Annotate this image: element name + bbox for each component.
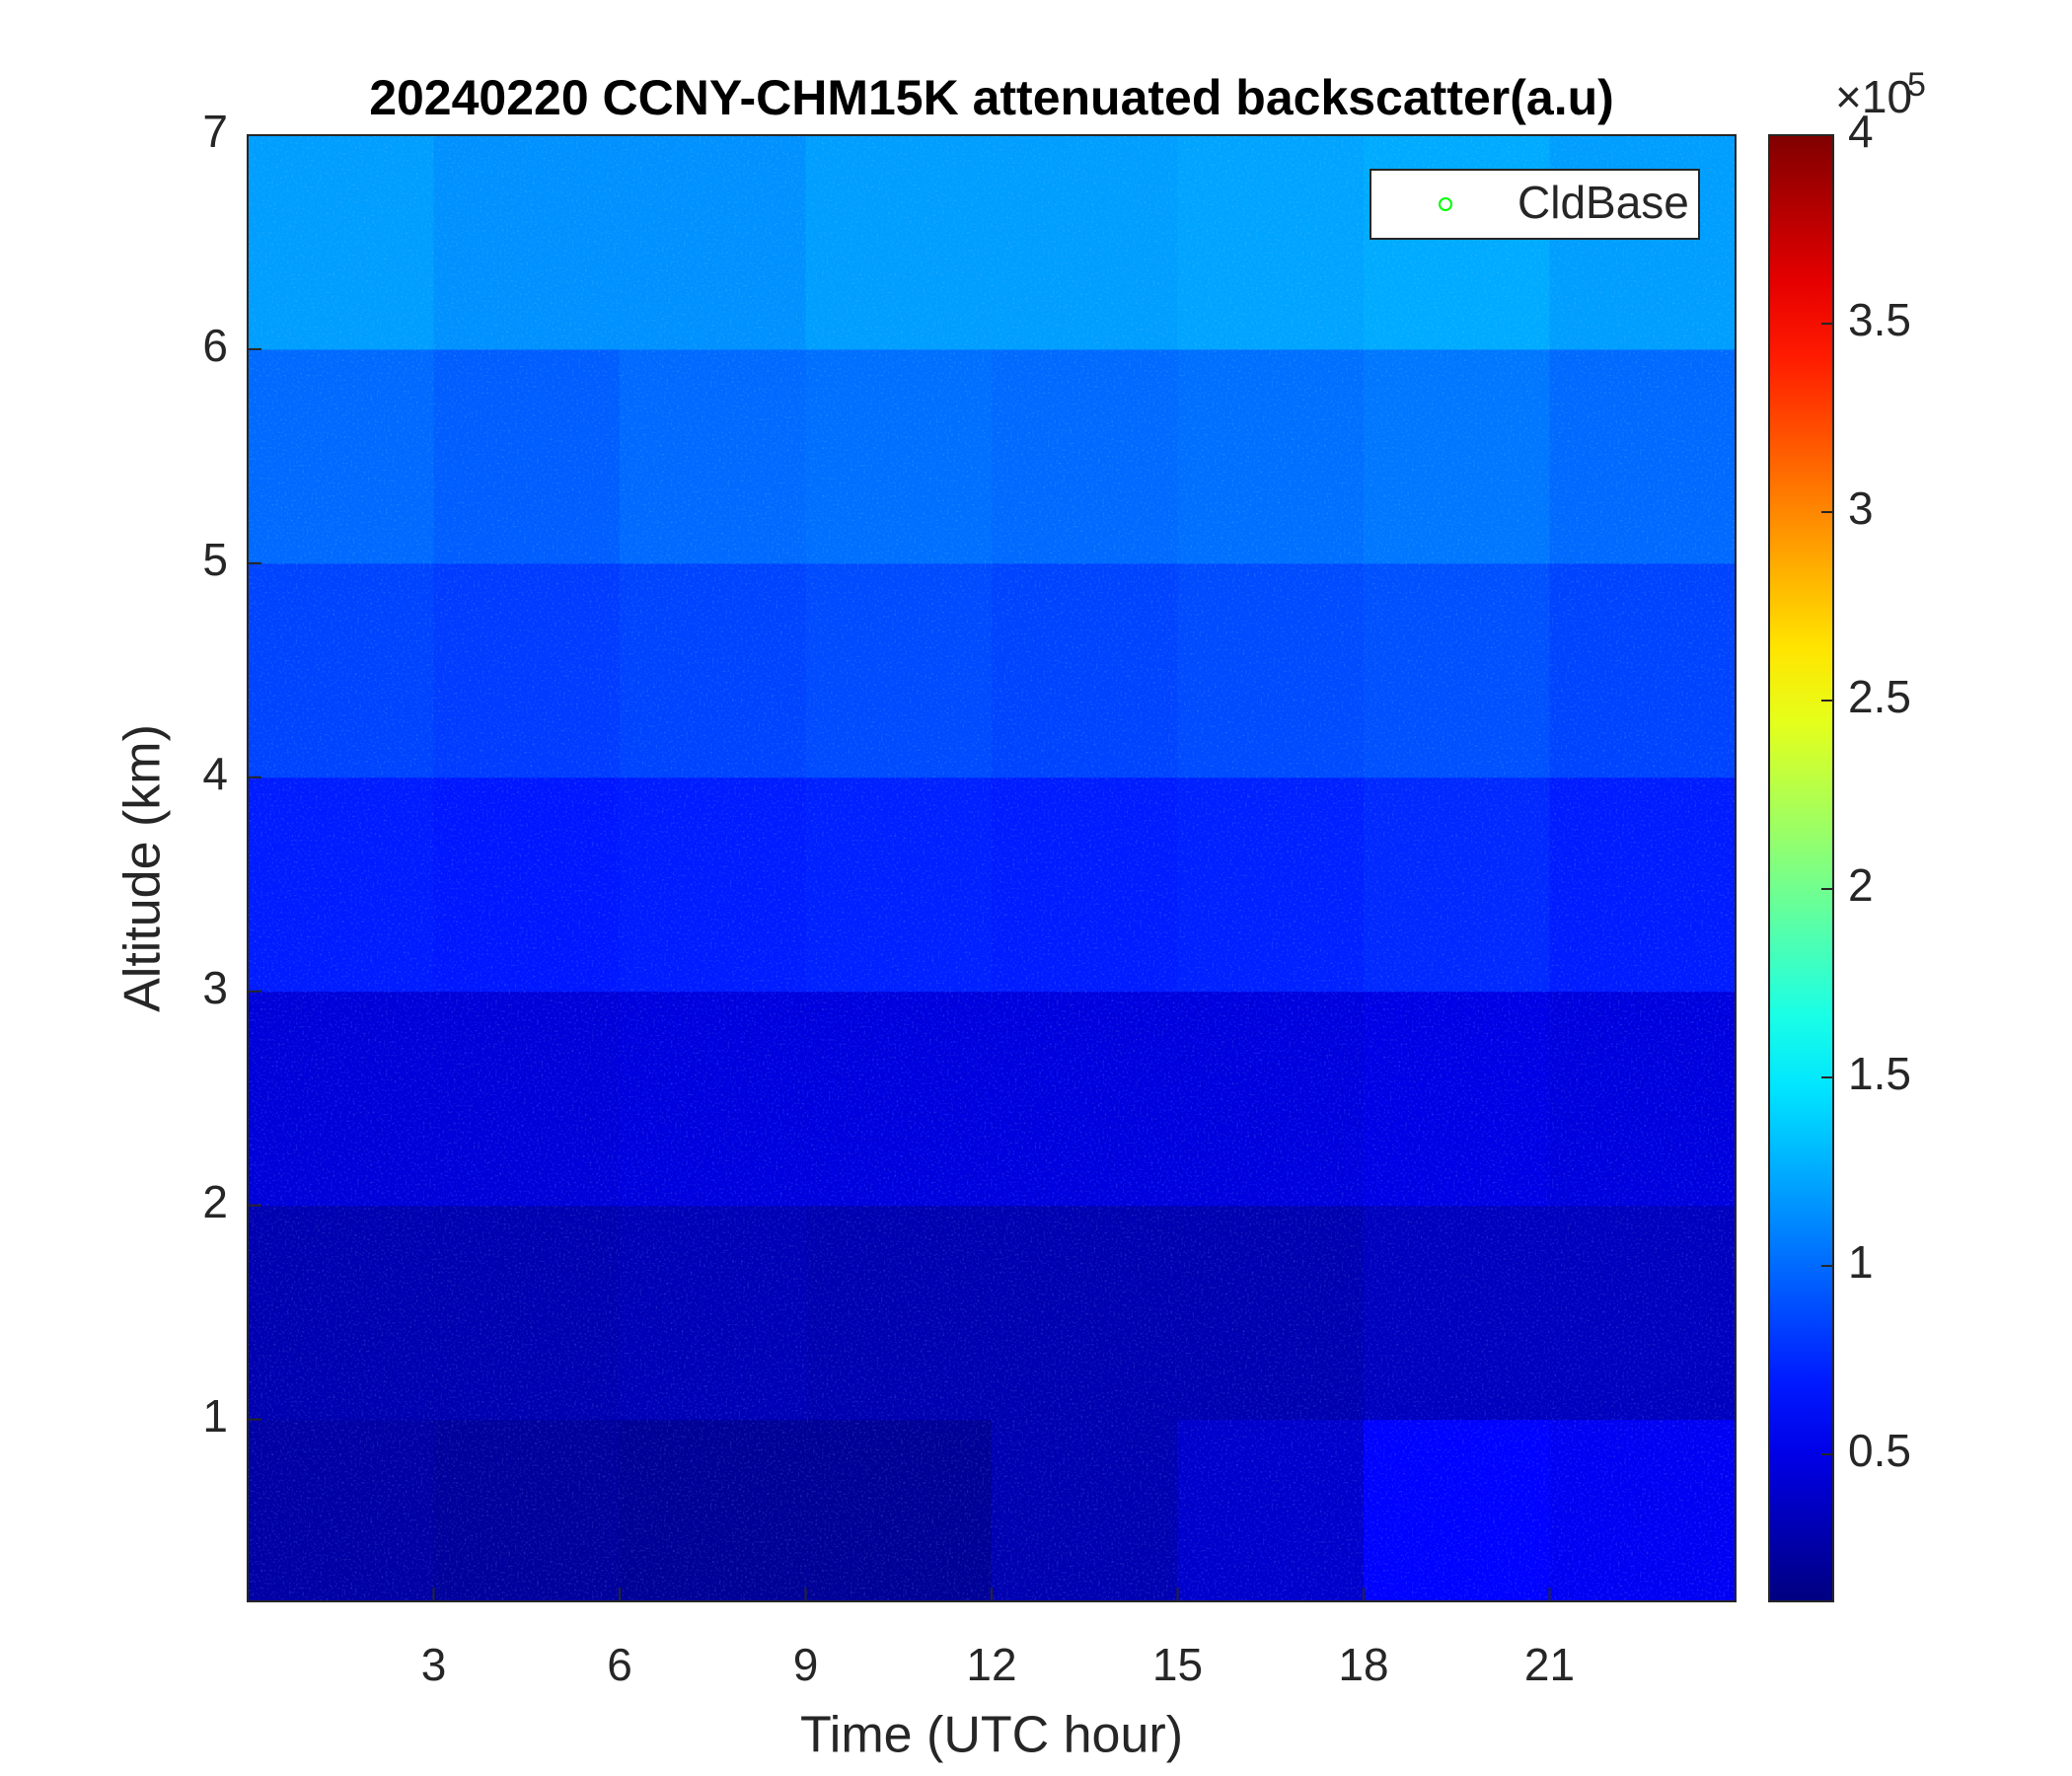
y-tick-label: 2 bbox=[202, 1176, 228, 1227]
colorbar-multiplier: ×10 bbox=[1835, 71, 1912, 122]
y-tick-label: 5 bbox=[202, 534, 228, 585]
colorbar-exponent: 5 bbox=[1907, 66, 1926, 104]
x-tick-label: 21 bbox=[1524, 1639, 1575, 1690]
legend-label: CldBase bbox=[1517, 177, 1689, 228]
colorbar-tick-label: 2.5 bbox=[1848, 671, 1911, 722]
chart-title: 20240220 CCNY-CHM15K attenuated backscat… bbox=[369, 70, 1614, 125]
y-tick-label: 3 bbox=[202, 962, 228, 1013]
legend-marker bbox=[1439, 197, 1452, 211]
legend-box bbox=[1369, 169, 1700, 240]
y-axis-label: Altitude (km) bbox=[114, 724, 172, 1012]
x-tick-label: 12 bbox=[966, 1639, 1016, 1690]
x-tick-label: 6 bbox=[607, 1639, 632, 1690]
x-axis-label: Time (UTC hour) bbox=[800, 1707, 1183, 1764]
colorbar-tick-label: 3.5 bbox=[1848, 294, 1911, 345]
legend: CldBase bbox=[1369, 169, 1700, 240]
colorbar-tick-label: 0.5 bbox=[1848, 1425, 1911, 1476]
x-tick-label: 18 bbox=[1338, 1639, 1388, 1690]
x-tick-label: 15 bbox=[1152, 1639, 1203, 1690]
colorbar-tick-label: 4 bbox=[1848, 106, 1874, 157]
y-tick-label: 4 bbox=[202, 748, 228, 799]
colorbar-tick-label: 3 bbox=[1848, 482, 1874, 534]
texture bbox=[248, 135, 1736, 1601]
y-tick-label: 1 bbox=[202, 1390, 228, 1442]
colorbar-tick-label: 2 bbox=[1848, 859, 1874, 911]
colorbar bbox=[1768, 134, 1834, 1602]
colorbar-tick-label: 1.5 bbox=[1848, 1048, 1911, 1099]
x-tick-label: 9 bbox=[793, 1639, 819, 1690]
colorbar-tick-label: 1 bbox=[1848, 1236, 1874, 1288]
y-tick-label: 6 bbox=[202, 320, 228, 371]
x-tick-label: 3 bbox=[421, 1639, 447, 1690]
y-tick-label: 7 bbox=[202, 106, 228, 157]
